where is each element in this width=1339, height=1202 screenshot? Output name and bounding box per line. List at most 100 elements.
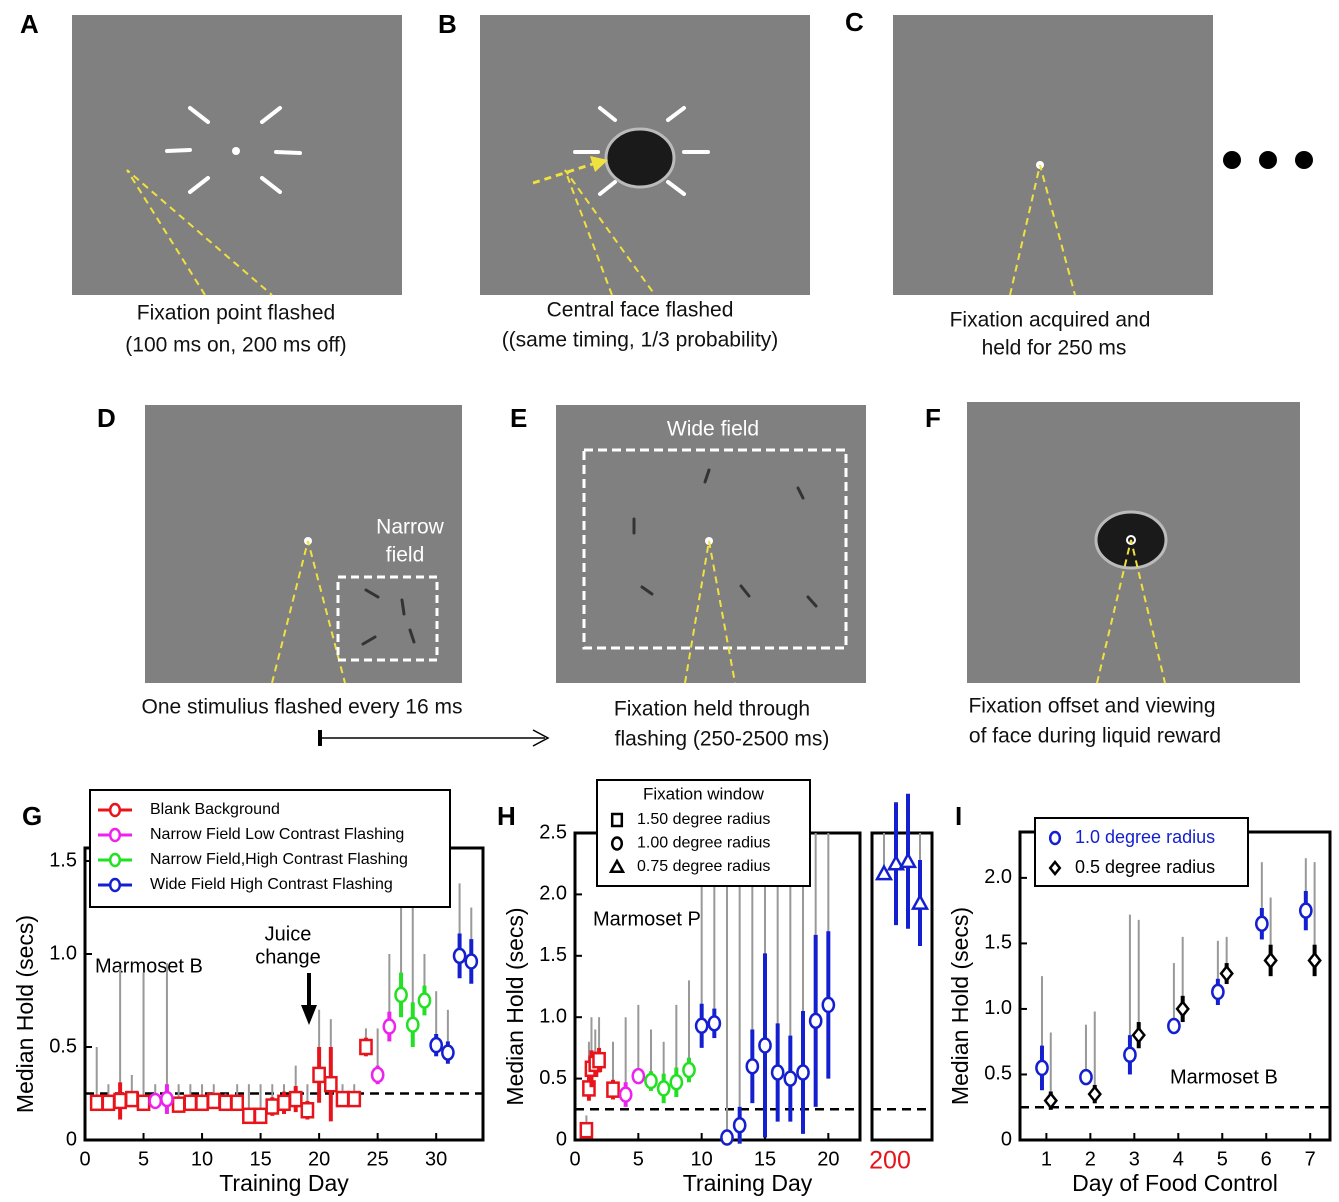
panel-letter: G — [22, 801, 42, 831]
annotation: Marmoset B — [95, 955, 203, 977]
x-tick-label: 15 — [754, 1148, 776, 1170]
panel-letter: F — [925, 403, 941, 433]
marker — [707, 1015, 722, 1032]
marker — [758, 1037, 772, 1054]
gaze-cone — [564, 169, 656, 296]
x-tick-label: 4 — [1173, 1148, 1184, 1170]
legend-label: 1.50 degree radius — [637, 811, 770, 828]
marker — [910, 893, 930, 910]
marker — [886, 854, 906, 871]
fixation-dot — [232, 147, 240, 155]
x-tick-label: 200 — [869, 1147, 911, 1175]
marker — [1048, 859, 1062, 877]
marker — [160, 1090, 174, 1108]
marker — [206, 1092, 221, 1110]
x-axis-label: Day of Food Control — [1072, 1170, 1278, 1196]
panel-letter: E — [510, 403, 527, 433]
screen — [72, 15, 402, 295]
marker — [382, 1018, 397, 1035]
marker — [610, 812, 624, 828]
legend-label: 0.75 degree radius — [637, 858, 770, 875]
gaze-cone — [271, 540, 346, 684]
caption: ((same timing, 1/3 probability) — [502, 329, 779, 352]
marker — [631, 1067, 646, 1085]
marker — [108, 802, 122, 818]
y-axis-label: Median Hold (secs) — [502, 907, 528, 1105]
marker — [148, 1092, 163, 1110]
marker — [745, 1058, 760, 1075]
marker — [230, 1094, 245, 1112]
panel-a: A Fixation point flashed (100 ms on, 200… — [20, 9, 402, 357]
legend-label: Blank Background — [150, 801, 280, 818]
y-tick-label: 0 — [556, 1128, 567, 1150]
x-tick-label: 1 — [1041, 1148, 1052, 1170]
marker — [347, 1090, 362, 1108]
y-tick-label: 0.5 — [539, 1067, 567, 1089]
marker — [359, 1038, 373, 1056]
marker — [808, 1012, 823, 1030]
y-tick-label: 2.5 — [539, 821, 567, 843]
marker — [898, 851, 918, 869]
marker — [694, 1017, 709, 1035]
x-tick-label: 0 — [79, 1148, 90, 1170]
marker — [370, 1066, 385, 1084]
caption: flashing (250-2500 ms) — [615, 728, 830, 751]
marker — [101, 1094, 116, 1112]
marker — [1298, 902, 1313, 919]
marker — [682, 1061, 696, 1079]
marker — [323, 1075, 338, 1093]
x-tick-label: 15 — [249, 1148, 271, 1170]
marker — [108, 852, 122, 868]
x-tick-label: 30 — [425, 1148, 447, 1170]
ellipsis-dot — [1223, 151, 1241, 169]
marker — [644, 1072, 658, 1090]
caption: Fixation acquired and — [950, 309, 1151, 332]
annotation: Marmoset B — [1170, 1066, 1278, 1088]
marker — [108, 827, 122, 843]
marker — [1035, 1059, 1049, 1077]
time-arrow-head — [532, 729, 550, 747]
ellipsis-dot — [1295, 151, 1313, 169]
y-tick-label: 0 — [1001, 1128, 1012, 1150]
y-tick-label: 1.0 — [49, 942, 77, 964]
marker — [312, 1066, 326, 1084]
y-tick-label: 1.5 — [49, 849, 77, 871]
marker — [1043, 1091, 1058, 1110]
marker — [720, 1129, 734, 1146]
annotation: Marmoset P — [593, 908, 701, 930]
marker — [606, 1081, 620, 1098]
caption: Central face flashed — [547, 299, 734, 322]
caption: Fixation offset and viewing — [968, 695, 1215, 718]
marker — [136, 1094, 151, 1112]
marker — [669, 1074, 684, 1091]
annotation: change — [255, 946, 321, 968]
panel-letter: D — [97, 403, 116, 433]
marker — [796, 1064, 810, 1081]
marker — [195, 1094, 209, 1112]
face — [604, 127, 676, 189]
y-axis-label: Median Hold (secs) — [947, 907, 973, 1105]
gabors — [361, 588, 416, 646]
field-label: Wide field — [667, 418, 759, 441]
y-tick-label: 1.0 — [984, 997, 1012, 1019]
marker — [183, 1094, 198, 1112]
marker — [1307, 951, 1322, 970]
caption: (100 ms on, 200 ms off) — [125, 334, 346, 357]
panel-e: E Wide field Fixation held through flash… — [510, 403, 866, 751]
annotation: Juice — [265, 923, 312, 945]
marker — [1175, 999, 1190, 1018]
annotation-arrow-head — [301, 1005, 317, 1025]
spokes — [573, 106, 710, 196]
marker — [783, 1070, 798, 1087]
legend-title: Fixation window — [643, 784, 765, 803]
marker — [288, 1090, 303, 1108]
marker — [1219, 964, 1234, 983]
x-axis-label: Training Day — [683, 1170, 813, 1196]
x-tick-label: 10 — [191, 1148, 213, 1170]
caption: One stimulius flashed every 16 ms — [142, 696, 463, 719]
x-tick-label: 3 — [1129, 1148, 1140, 1170]
gaze-cone — [1096, 539, 1166, 684]
plot-frame — [870, 831, 934, 1142]
marker — [579, 1121, 594, 1139]
